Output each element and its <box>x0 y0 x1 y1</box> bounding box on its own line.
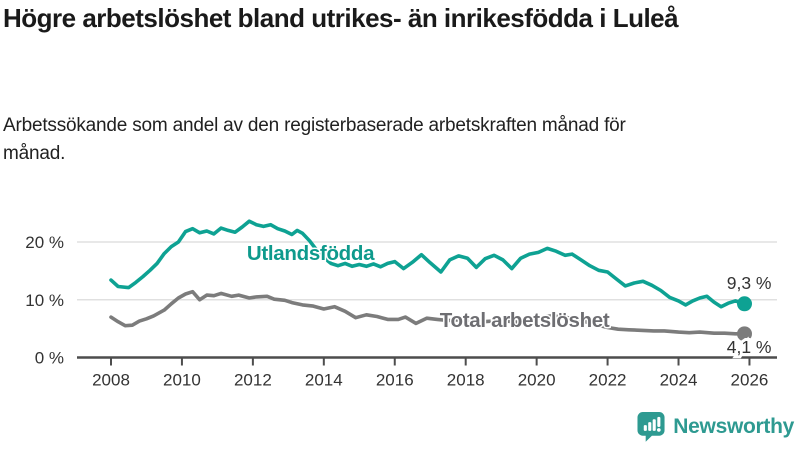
page-subtitle: Arbetssökande som andel av den registerb… <box>3 115 626 164</box>
series-end-dot <box>736 296 752 312</box>
newsworthy-wordmark: Newsworthy <box>673 415 794 438</box>
exclamation-bar <box>657 416 661 427</box>
page-title: Högre arbetslöshet bland utrikes- än inr… <box>3 3 679 33</box>
bar-chart-glyph <box>644 416 661 432</box>
x-tick-label: 2018 <box>447 371 485 390</box>
x-tick-label: 2024 <box>660 371 698 390</box>
x-tick-label: 2022 <box>589 371 627 390</box>
x-tick-label: 2026 <box>731 371 769 390</box>
y-tick-label: 10 % <box>25 291 64 310</box>
y-tick-label: 0 % <box>35 349 64 368</box>
x-tick-label: 2014 <box>305 371 343 390</box>
series-label: Utlandsfödda <box>247 242 375 265</box>
series-label: Total arbetslöshet <box>440 309 610 332</box>
series-line-utlandsf-dda <box>109 219 747 309</box>
series-end-value: 4,1 % <box>727 337 772 357</box>
series-end-value: 9,3 % <box>727 273 772 293</box>
x-tick-label: 2016 <box>376 371 414 390</box>
series-line-total-arbetsl-shet <box>109 289 747 336</box>
x-tick-label: 2008 <box>92 371 130 390</box>
newsworthy-logo[interactable]: Newsworthy <box>637 411 794 443</box>
x-tick-label: 2020 <box>518 371 556 390</box>
exclamation-dot <box>657 428 661 432</box>
x-tick-label: 2012 <box>234 371 272 390</box>
x-tick-label: 2010 <box>163 371 201 390</box>
y-tick-label: 20 % <box>25 233 64 252</box>
series-end-dot <box>736 326 752 342</box>
newsworthy-icon <box>637 412 665 442</box>
